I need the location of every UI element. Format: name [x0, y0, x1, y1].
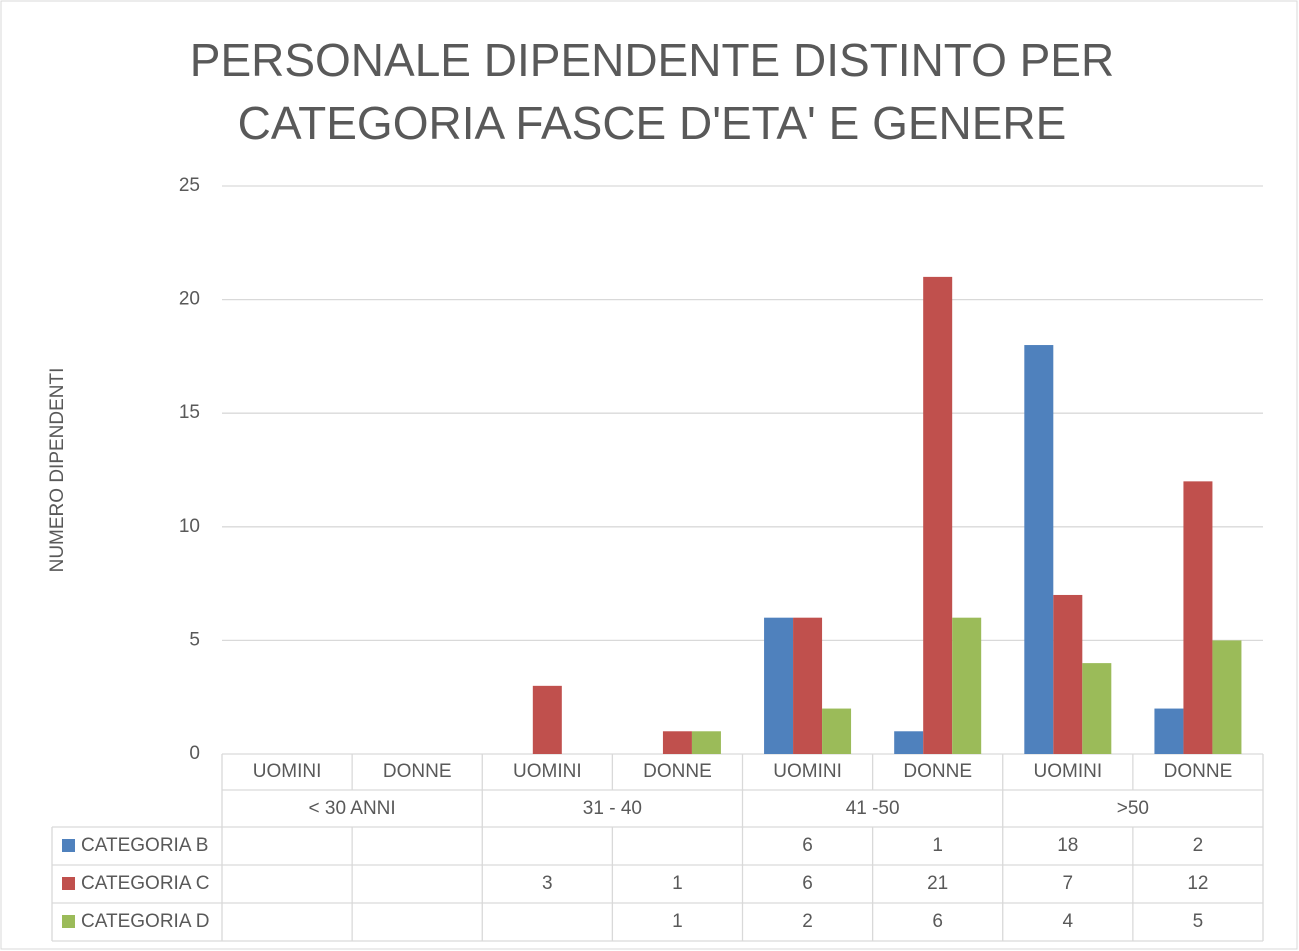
- bar: [764, 617, 794, 754]
- bar: [822, 708, 852, 754]
- group-label: 31 - 40: [583, 798, 642, 819]
- table-value: 3: [542, 873, 553, 894]
- bar: [1183, 481, 1213, 754]
- table-value: 12: [1187, 873, 1208, 894]
- y-tick-label: 25: [179, 175, 200, 196]
- legend-label: CATEGORIA B: [81, 835, 208, 856]
- table-value: 6: [932, 911, 943, 932]
- group-label: < 30 ANNI: [309, 798, 396, 819]
- table-value: 6: [802, 835, 813, 856]
- bar: [1024, 345, 1054, 754]
- bar: [662, 731, 692, 754]
- group-label: >50: [1117, 798, 1149, 819]
- y-tick-label: 5: [189, 629, 200, 650]
- table-value: 2: [802, 911, 813, 932]
- bar: [691, 731, 721, 754]
- x-tick-label: UOMINI: [513, 761, 582, 782]
- bar: [894, 731, 924, 754]
- bar: [1082, 663, 1112, 754]
- table-value: 1: [932, 835, 943, 856]
- y-tick-label: 0: [189, 743, 200, 764]
- x-tick-label: DONNE: [903, 761, 972, 782]
- x-tick-label: UOMINI: [1034, 761, 1103, 782]
- bar: [793, 617, 823, 754]
- x-tick-label: DONNE: [1164, 761, 1233, 782]
- table-value: 1: [672, 873, 683, 894]
- legend-label: CATEGORIA C: [81, 873, 209, 894]
- bar: [1154, 708, 1184, 754]
- bar: [923, 276, 953, 754]
- y-axis-label: NUMERO DIPENDENTI: [47, 368, 68, 573]
- bar: [1053, 594, 1083, 754]
- x-tick-label: UOMINI: [773, 761, 842, 782]
- legend-swatch: [62, 877, 75, 890]
- bar: [532, 685, 562, 754]
- chart-title: CATEGORIA FASCE D'ETA' E GENERE: [238, 97, 1067, 149]
- y-tick-label: 10: [179, 516, 200, 537]
- table-value: 2: [1193, 835, 1204, 856]
- table-value: 7: [1063, 873, 1074, 894]
- y-tick-label: 20: [179, 289, 200, 310]
- chart-title: PERSONALE DIPENDENTE DISTINTO PER: [190, 34, 1114, 86]
- legend-swatch: [62, 915, 75, 928]
- x-tick-label: DONNE: [643, 761, 712, 782]
- legend-label: CATEGORIA D: [81, 911, 209, 932]
- table-value: 1: [672, 911, 683, 932]
- table-value: 5: [1193, 911, 1204, 932]
- x-tick-label: UOMINI: [253, 761, 322, 782]
- table-value: 4: [1063, 911, 1074, 932]
- group-label: 41 -50: [846, 798, 900, 819]
- legend-swatch: [62, 839, 75, 852]
- bar: [1212, 640, 1242, 754]
- y-tick-label: 15: [179, 402, 200, 423]
- table-value: 6: [802, 873, 813, 894]
- table-value: 18: [1057, 835, 1078, 856]
- table-value: 21: [927, 873, 948, 894]
- bar: [952, 617, 982, 754]
- x-tick-label: DONNE: [383, 761, 452, 782]
